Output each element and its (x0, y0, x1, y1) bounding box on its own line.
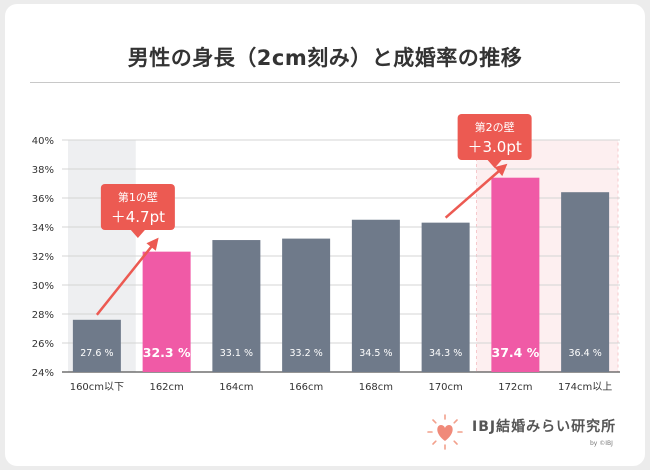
value-label-5: 34.3 % (429, 348, 462, 359)
y-tick-label: 26% (32, 339, 54, 350)
bar-2 (212, 240, 261, 372)
callout-pointer-1 (487, 160, 502, 168)
bar-3 (282, 238, 331, 372)
value-label-2: 33.1 % (220, 348, 253, 359)
heart-sun-icon (427, 414, 463, 450)
x-tick-label-6: 172cm (498, 382, 532, 393)
label-layer: 24% 26% 28% 30% 32% 34% 36% 38% 40% 27.6 % 160cm以下… (32, 136, 613, 393)
annotation-layer: 第1の壁 ＋4.7pt 第2の壁 ＋3.0pt (95, 114, 532, 316)
logo-text: IBJ結婚みらい研究所 (472, 419, 617, 435)
bar-layer (72, 177, 610, 372)
callout-pointer-0 (130, 230, 145, 238)
callout-title-0: 第1の壁 (118, 190, 158, 204)
x-tick-label-0: 160cm以下 (70, 382, 124, 393)
bar-4 (351, 219, 400, 372)
x-tick-label-5: 170cm (428, 382, 462, 393)
callout-box-1 (457, 114, 532, 160)
logo: IBJ結婚みらい研究所 by ©IBJ (425, 412, 630, 452)
value-label-4: 34.5 % (359, 348, 392, 359)
y-tick-label: 32% (32, 252, 54, 263)
y-tick-label: 24% (32, 368, 54, 379)
bar-5 (421, 222, 470, 372)
x-tick-label-4: 168cm (359, 382, 393, 393)
value-label-1: 32.3 % (143, 345, 191, 360)
bar-1 (142, 251, 191, 372)
logo-sub: by ©IBJ (590, 440, 613, 447)
value-label-3: 33.2 % (290, 348, 323, 359)
trend-arrowhead-0 (146, 237, 159, 251)
bar-0 (72, 319, 121, 372)
x-tick-label-2: 164cm (219, 382, 253, 393)
y-tick-label: 38% (32, 165, 54, 176)
callout-value-1: ＋3.0pt (467, 138, 521, 156)
bar-7 (561, 192, 610, 372)
callout-value-0: ＋4.7pt (111, 208, 165, 226)
y-tick-label: 40% (32, 136, 54, 147)
trend-arrowhead-1 (494, 163, 508, 177)
trend-arrow-1 (444, 168, 502, 219)
y-tick-label: 30% (32, 281, 54, 292)
x-tick-label-1: 162cm (149, 382, 183, 393)
y-tick-label: 34% (32, 223, 54, 234)
trend-arrow-0 (95, 243, 154, 316)
x-tick-label-3: 166cm (289, 382, 323, 393)
bar-6 (491, 177, 540, 372)
y-tick-label: 36% (32, 194, 54, 205)
y-tick-label: 28% (32, 310, 54, 321)
value-label-7: 36.4 % (569, 348, 602, 359)
value-label-0: 27.6 % (80, 348, 113, 359)
value-label-6: 37.4 % (492, 345, 540, 360)
chart-title: 男性の身長（2cm刻み）と成婚率の推移 (127, 46, 523, 70)
x-tick-label-7: 174cm以上 (558, 381, 612, 393)
title-divider (30, 82, 620, 83)
callout-box-0 (100, 184, 175, 230)
callout-title-1: 第2の壁 (475, 120, 515, 134)
